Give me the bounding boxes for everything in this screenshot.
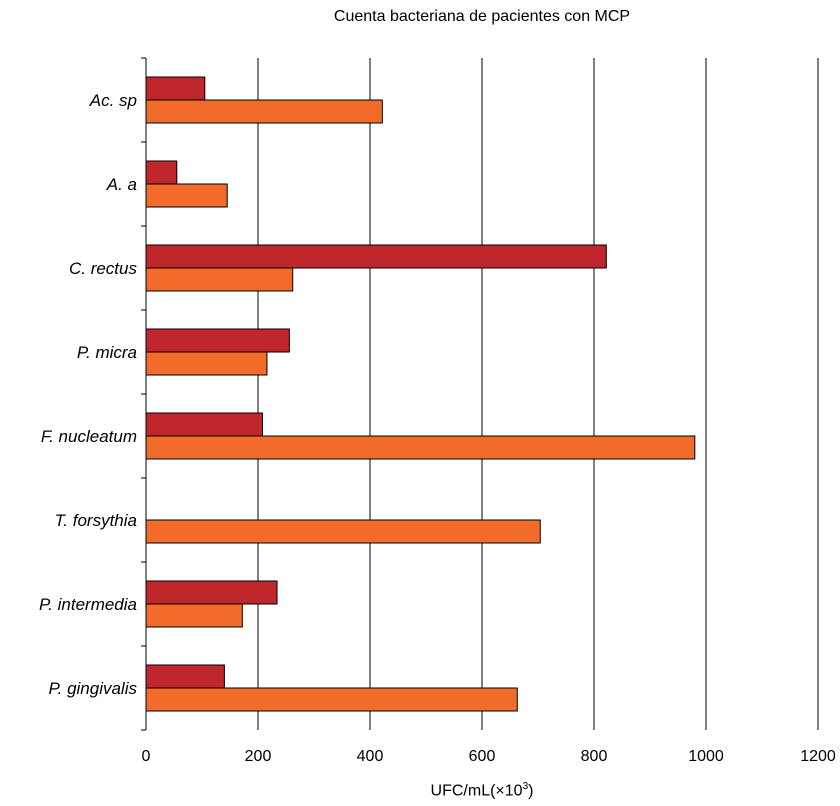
- bar-series-1: [145, 160, 178, 185]
- bar-series-2: [145, 351, 268, 376]
- bar-series-2: [145, 687, 518, 712]
- y-category-label: P. intermedia: [39, 595, 137, 614]
- x-axis-label: UFC/mL(×103): [146, 781, 818, 800]
- x-axis-label-exponent: 3: [522, 781, 529, 792]
- bar-series-2: [145, 267, 294, 292]
- axes: [141, 57, 147, 731]
- x-tick-label: 0: [142, 748, 151, 765]
- bar-series-1: [145, 412, 263, 437]
- bar-series-2: [145, 435, 696, 460]
- bar-series-1: [145, 580, 278, 605]
- x-tick-label: 1000: [688, 748, 724, 765]
- y-category-label: C. rectus: [69, 259, 138, 278]
- y-category-label: T. forsythia: [54, 511, 137, 530]
- y-category-label: P. gingivalis: [48, 679, 137, 698]
- x-axis-label-tail: ): [528, 782, 534, 800]
- x-tick-label: 200: [245, 748, 272, 765]
- x-tick-label: 1200: [800, 748, 836, 765]
- grid-lines: [257, 58, 819, 730]
- x-tick-label: 800: [581, 748, 608, 765]
- x-tick-label: 600: [469, 748, 496, 765]
- y-category-label: Ac. sp: [89, 91, 137, 110]
- labels: 0 200 400 600 800 1000 1200 Ac. sp A. a C. rectus…: [39, 91, 836, 765]
- bar-series-2: [145, 99, 383, 124]
- y-category-label: A. a: [106, 175, 137, 194]
- bar-series-1: [145, 328, 290, 353]
- bar-series-1: [145, 76, 206, 101]
- bar-series-2: [145, 183, 228, 208]
- y-category-label: P. micra: [77, 343, 137, 362]
- y-category-label: F. nucleatum: [41, 427, 137, 446]
- bars: [145, 76, 696, 712]
- chart-title: Cuenta bacteriana de pacientes con MCP: [333, 8, 631, 25]
- x-axis-label-main: UFC/mL(×10: [430, 782, 523, 800]
- bar-series-1: [145, 244, 607, 269]
- bar-series-1: [145, 664, 225, 689]
- x-tick-label: 400: [357, 748, 384, 765]
- bar-series-2: [145, 519, 541, 544]
- bar-series-2: [145, 603, 243, 628]
